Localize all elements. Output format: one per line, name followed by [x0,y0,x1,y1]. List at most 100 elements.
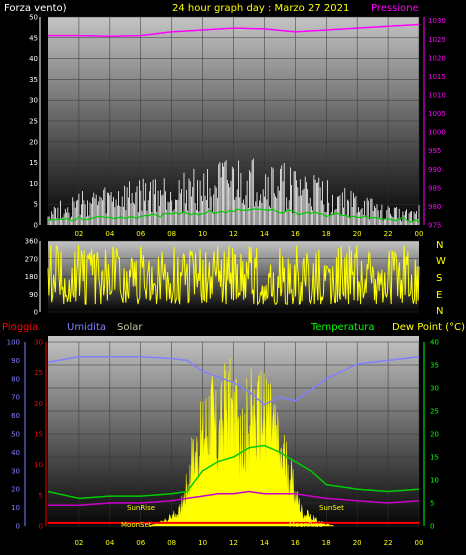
direction-letter-w: W [436,256,446,267]
series-humidity [47,355,420,406]
bottom-x-tick-10: 10 [198,539,207,547]
chart-title: 24 hour graph day : Marzo 27 2021 [172,3,349,14]
pressure-y-tick-985: 985 [428,184,441,192]
direction-y-tick-0: 0 [34,309,38,317]
bottom-x-tick-06: 06 [136,539,145,547]
rain-y-tick-5: 5 [39,492,43,500]
temperature-label: Temperatura [310,322,375,333]
wind-y-tick-20: 20 [29,138,38,146]
wind-x-tick-14: 14 [260,230,269,238]
rain-y-tick-0: 0 [39,523,43,531]
pressure-y-tick-1005: 1005 [428,110,446,118]
humidity-y-tick-10: 10 [11,504,20,512]
bottom-x-tick-20: 20 [353,539,362,547]
pressure-y-tick-990: 990 [428,166,441,174]
moonrise-label: MoonRise [289,521,323,529]
temp-y-tick-25: 25 [430,408,439,416]
bottom-x-tick-22: 22 [384,539,393,547]
humidity-y-tick-70: 70 [11,394,20,402]
humidity-y-tick-40: 40 [11,449,20,457]
bottom-x-tick-08: 08 [167,539,176,547]
bottom-x-tick-02: 02 [74,539,83,547]
direction-letter-e: E [436,290,442,301]
series-pressure [48,23,420,38]
wind-x-tick-12: 12 [229,230,238,238]
temp-y-tick-5: 5 [430,500,434,508]
wind-label: Forza vento) [4,3,67,14]
bottom-x-tick-18: 18 [322,539,331,547]
temp-y-tick-20: 20 [430,431,439,439]
humidity-y-tick-20: 20 [11,486,20,494]
bottom-x-tick-00: 00 [415,539,424,547]
pressure-y-tick-1010: 1010 [428,92,446,100]
sunrise-label: SunRise [127,504,155,512]
humidity-y-tick-90: 90 [11,357,20,365]
pressure-y-tick-1000: 1000 [428,129,446,137]
wind-x-tick-16: 16 [291,230,300,238]
pressure-y-tick-1025: 1025 [428,36,446,44]
wind-y-tick-30: 30 [29,97,38,105]
dewpoint-label: Dew Point (°C) [392,322,465,333]
temp-y-tick-15: 15 [430,454,439,462]
direction-y-tick-270: 270 [25,255,38,263]
temp-y-tick-0: 0 [430,523,434,531]
humidity-y-tick-30: 30 [11,467,20,475]
series-wind-direction [47,245,420,306]
pressure-y-tick-980: 980 [428,203,441,211]
wind-x-tick-06: 06 [136,230,145,238]
pressure-y-tick-975: 975 [428,222,441,230]
wind-y-tick-15: 15 [29,159,38,167]
series-solar [148,358,335,527]
wind-x-tick-18: 18 [322,230,331,238]
temp-y-tick-35: 35 [430,362,439,370]
gridlines [48,16,420,527]
wind-y-tick-25: 25 [29,118,38,126]
temp-y-tick-30: 30 [430,385,439,393]
humidity-y-tick-80: 80 [11,375,20,383]
direction-y-tick-180: 180 [25,273,38,281]
humidity-y-tick-100: 100 [7,339,20,347]
wind-x-tick-10: 10 [198,230,207,238]
wind-x-tick-04: 04 [105,230,114,238]
humidity-y-tick-50: 50 [11,431,20,439]
rain-y-tick-25: 25 [34,369,43,377]
bottom-x-tick-04: 04 [105,539,114,547]
series [47,23,420,527]
series-temperature [47,444,420,500]
wind-y-tick-40: 40 [29,55,38,63]
humidity-y-tick-60: 60 [11,412,20,420]
solar-label: Solar [117,322,143,333]
wind-y-tick-0: 0 [34,222,38,230]
wind-y-tick-10: 10 [29,180,38,188]
series-wind-avg [47,208,420,223]
sunset-label: SunSet [319,504,344,512]
direction-y-tick-360: 360 [25,238,38,246]
pressure-label: Pressione [371,3,419,14]
wind-x-tick-00: 00 [415,230,424,238]
pressure-y-tick-1020: 1020 [428,54,446,62]
rain-label: Pioggia [2,322,38,333]
wind-y-tick-50: 50 [29,14,38,22]
bottom-x-tick-12: 12 [229,539,238,547]
wind-y-tick-5: 5 [34,201,38,209]
direction-letters: N W S E N [436,240,446,317]
direction-letter-n: N [436,240,443,251]
wind-x-tick-02: 02 [74,230,83,238]
wind-y-tick-35: 35 [29,76,38,84]
rain-y-tick-20: 20 [34,400,43,408]
tick-labels: 0510152025303540455097598098599099510001… [7,14,446,548]
wind-x-tick-08: 08 [167,230,176,238]
rain-y-tick-30: 30 [34,339,43,347]
humidity-y-tick-0: 0 [16,523,20,531]
series-dewpoint [48,490,420,507]
axes [24,17,425,526]
bottom-x-tick-14: 14 [260,539,269,547]
pressure-y-tick-1030: 1030 [428,17,446,25]
temp-y-tick-40: 40 [430,339,439,347]
moonset-label: MoonSet [121,521,152,529]
wind-x-tick-20: 20 [353,230,362,238]
bottom-x-tick-16: 16 [291,539,300,547]
rain-y-tick-10: 10 [34,461,43,469]
pressure-y-tick-1015: 1015 [428,73,446,81]
wind-x-tick-22: 22 [384,230,393,238]
